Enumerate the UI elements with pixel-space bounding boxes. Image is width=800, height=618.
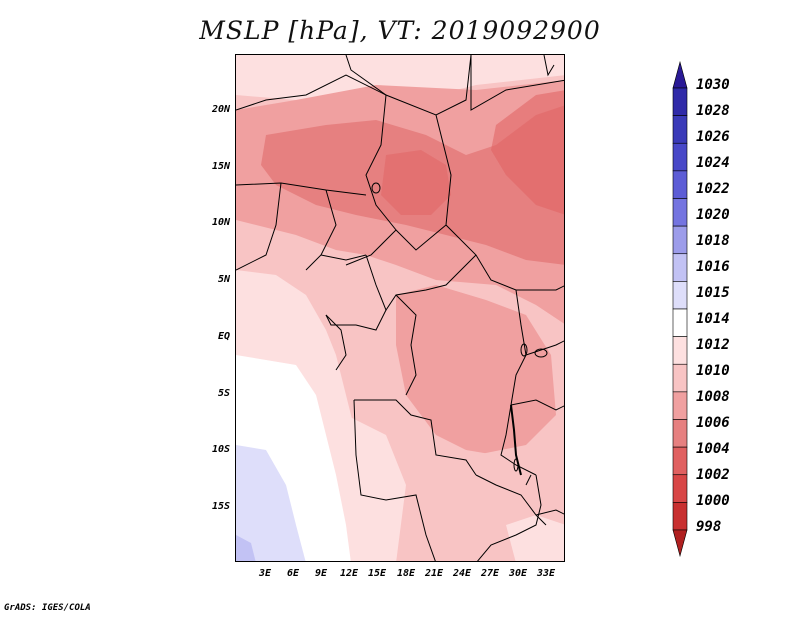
lat-label-5s: 5S xyxy=(217,388,230,399)
colorbar-label-1016: 1016 xyxy=(696,259,730,275)
colorbar-label-1015: 1015 xyxy=(696,285,730,301)
colorbar-swatch-1030 xyxy=(672,60,688,89)
colorbar-swatch-1020 xyxy=(672,198,688,227)
colorbar-swatch-1022 xyxy=(672,170,688,199)
lat-label-15n: 15N xyxy=(211,161,230,172)
colorbar-swatch-1002 xyxy=(672,474,688,503)
field-1006 xyxy=(261,105,564,265)
lat-label-20n: 20N xyxy=(211,104,230,115)
lon-label-21e: 21E xyxy=(424,568,444,579)
field-1008-congo xyxy=(396,285,556,455)
colorbar-label-998: 998 xyxy=(696,519,722,535)
lon-label-12e: 12E xyxy=(339,568,359,579)
colorbar-label-1026: 1026 xyxy=(696,129,730,145)
lon-label-3e: 3E xyxy=(258,568,272,579)
colorbar-label-1008: 1008 xyxy=(696,389,730,405)
lon-label-27e: 27E xyxy=(480,568,500,579)
lat-label-10n: 10N xyxy=(211,217,230,228)
colorbar-swatch-998 xyxy=(672,529,688,558)
lon-label-33e: 33E xyxy=(536,568,556,579)
colorbar-swatch-1000 xyxy=(672,502,688,531)
colorbar-swatch-1028 xyxy=(672,87,688,116)
lon-label-6e: 6E xyxy=(286,568,300,579)
map-panel xyxy=(235,54,565,562)
field-1016-southwest xyxy=(236,535,256,561)
lon-label-30e: 30E xyxy=(508,568,528,579)
lat-label-eq: EQ xyxy=(217,331,230,342)
field-1004-chad xyxy=(381,150,451,215)
colorbar-label-1012: 1012 xyxy=(696,337,730,353)
colorbar-swatch-1012 xyxy=(672,336,688,365)
field-1004-north-east xyxy=(491,90,564,215)
lat-label-5n: 5N xyxy=(217,274,230,285)
colorbar-swatch-1004 xyxy=(672,446,688,476)
lakes xyxy=(371,182,548,486)
colorbar-swatch-1024 xyxy=(672,142,688,172)
colorbar-swatch-1006 xyxy=(672,419,688,448)
pressure-map xyxy=(236,55,564,561)
lat-label-15s: 15S xyxy=(211,501,230,512)
lat-label-10s: 10S xyxy=(211,444,230,455)
colorbar-label-1022: 1022 xyxy=(696,181,730,197)
lon-label-24e: 24E xyxy=(452,568,472,579)
country-borders xyxy=(236,55,564,561)
colorbar xyxy=(672,60,688,558)
colorbar-label-1020: 1020 xyxy=(696,207,730,223)
credit-label: GrADS: IGES/COLA xyxy=(4,603,91,613)
colorbar-label-1006: 1006 xyxy=(696,415,730,431)
map-title: MSLP [hPa], VT: 2019092900 xyxy=(199,16,601,45)
colorbar-label-1010: 1010 xyxy=(696,363,730,379)
colorbar-label-1002: 1002 xyxy=(696,467,730,483)
colorbar-swatch-1018 xyxy=(672,225,688,255)
colorbar-swatch-1010 xyxy=(672,363,688,393)
field-1012-south xyxy=(346,415,406,561)
colorbar-swatch-1008 xyxy=(672,391,688,420)
colorbar-label-1024: 1024 xyxy=(696,155,730,171)
colorbar-swatch-1014 xyxy=(672,308,688,337)
lon-label-9e: 9E xyxy=(314,568,328,579)
colorbar-swatch-1016 xyxy=(672,253,688,282)
lon-label-18e: 18E xyxy=(396,568,416,579)
colorbar-label-1000: 1000 xyxy=(696,493,730,509)
colorbar-swatch-1026 xyxy=(672,115,688,144)
field-1012-southeast xyxy=(506,515,564,561)
colorbar-label-1028: 1028 xyxy=(696,103,730,119)
field-1010-south xyxy=(356,405,564,561)
colorbar-label-1004: 1004 xyxy=(696,441,730,457)
colorbar-swatch-1015 xyxy=(672,281,688,310)
colorbar-label-1018: 1018 xyxy=(696,233,730,249)
field-1015-southwest xyxy=(236,445,306,561)
colorbar-label-1030: 1030 xyxy=(696,77,730,93)
lon-label-15e: 15E xyxy=(367,568,387,579)
colorbar-label-1014: 1014 xyxy=(696,311,730,327)
